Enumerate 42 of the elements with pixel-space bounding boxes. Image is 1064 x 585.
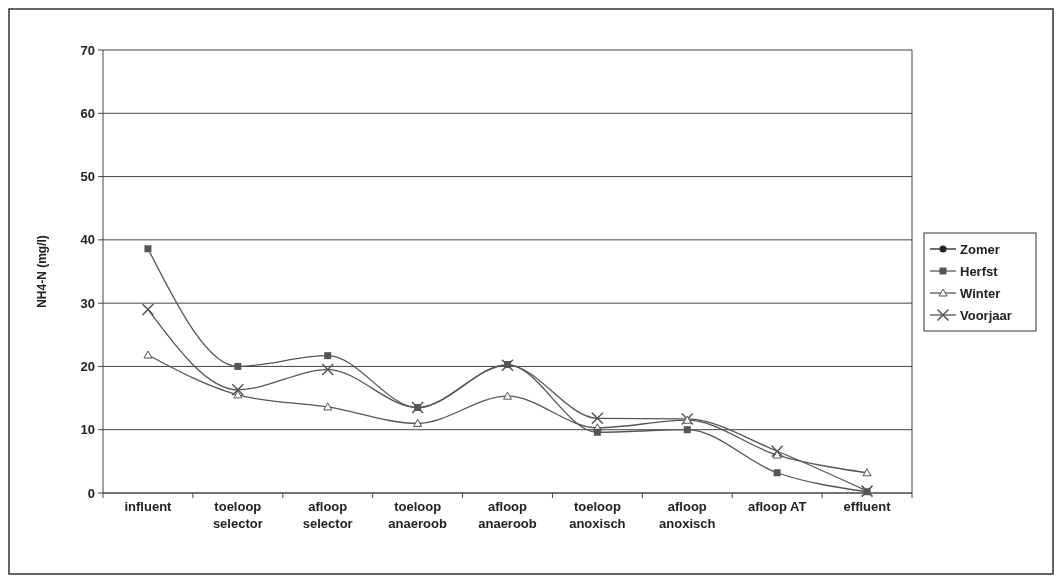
y-tick-label: 10: [80, 422, 95, 438]
x-tick-label: effluent: [843, 499, 892, 514]
point: [772, 450, 782, 459]
x-tick-label: afloop selector: [302, 499, 353, 531]
x-tick-label: afloop anaeroob: [478, 499, 537, 531]
y-tick-label: 40: [80, 232, 95, 248]
point: [321, 363, 334, 376]
point: [324, 352, 332, 360]
y-axis-title: NH4-N (mg/l): [35, 235, 49, 308]
point: [862, 468, 872, 477]
x-tick-label: toeloop anoxisch: [569, 499, 626, 531]
y-tick-label: 30: [80, 295, 95, 311]
x-tick-label: toeloop selector: [212, 499, 263, 531]
point: [503, 391, 512, 400]
point: [863, 488, 871, 496]
point: [413, 418, 423, 427]
x-tick-label: afloop AT: [747, 499, 807, 514]
y-tick-label: 50: [80, 169, 95, 185]
point: [593, 428, 601, 436]
point: [141, 303, 155, 316]
point: [144, 245, 152, 253]
x-tick-label: toeloop anaeroob: [388, 499, 447, 531]
y-tick-label: 20: [80, 358, 95, 374]
point: [683, 426, 691, 434]
point: [233, 390, 243, 399]
legend-label: Herfst: [960, 263, 999, 279]
point: [234, 362, 242, 370]
point: [143, 350, 153, 359]
x-tick-label: influent: [124, 499, 173, 514]
point: [773, 469, 781, 477]
y-tick-label: 0: [87, 485, 95, 501]
point: [231, 383, 245, 397]
point: [323, 402, 333, 411]
y-tick-label: 70: [80, 42, 95, 58]
point: [770, 444, 784, 458]
y-tick-label: 60: [80, 105, 95, 121]
legend-label: Winter: [960, 285, 1001, 301]
point: [860, 484, 874, 498]
legend-label: Voorjaar: [960, 307, 1012, 323]
x-tick-label: afloop anoxisch: [659, 499, 716, 531]
point: [591, 412, 604, 425]
legend-label: Zomer: [960, 241, 1000, 257]
